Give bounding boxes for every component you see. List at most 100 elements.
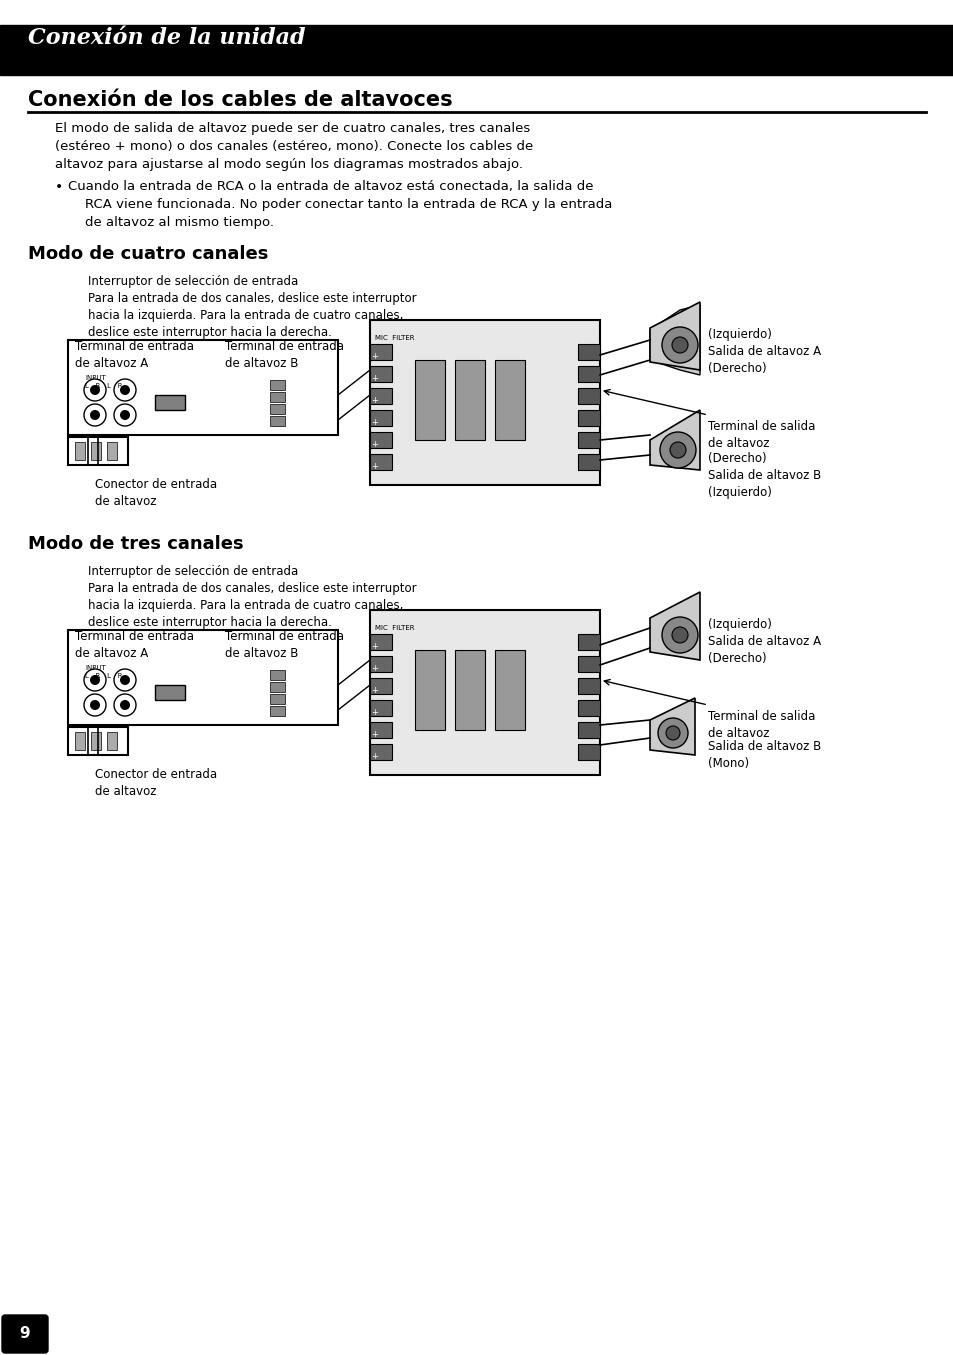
Text: Modo de tres canales: Modo de tres canales [28, 535, 243, 553]
Text: •: • [55, 180, 63, 194]
Bar [578, 388, 599, 404]
Bar [370, 320, 599, 485]
Circle shape [661, 617, 698, 653]
Bar [370, 656, 392, 672]
Text: (Derecho)
Salida de altavoz B
(Izquierdo): (Derecho) Salida de altavoz B (Izquierdo… [707, 453, 821, 499]
Polygon shape [649, 305, 700, 375]
Bar [370, 454, 392, 470]
Polygon shape [649, 592, 700, 660]
Bar [270, 694, 285, 705]
Text: +: + [371, 709, 377, 717]
Text: +: + [371, 686, 377, 695]
Circle shape [120, 411, 130, 420]
Bar [370, 411, 392, 425]
Bar [578, 634, 599, 650]
Bar [68, 630, 337, 725]
Bar [0, 24, 953, 75]
Text: MIC  FILTER: MIC FILTER [375, 335, 414, 341]
Circle shape [90, 411, 100, 420]
Text: 9: 9 [20, 1327, 30, 1341]
Circle shape [661, 327, 698, 363]
Bar [75, 442, 85, 459]
Bar [270, 416, 285, 425]
Circle shape [669, 442, 685, 458]
Text: (Izquierdo)
Salida de altavoz A
(Derecho): (Izquierdo) Salida de altavoz A (Derecho… [707, 328, 821, 375]
Circle shape [658, 718, 687, 748]
Text: Terminal de entrada
de altavoz A: Terminal de entrada de altavoz A [75, 340, 193, 370]
Text: Terminal de entrada
de altavoz B: Terminal de entrada de altavoz B [225, 340, 344, 370]
Bar [578, 432, 599, 449]
Text: L   R   L   R: L R L R [85, 383, 122, 389]
Bar [495, 360, 524, 440]
Circle shape [90, 385, 100, 396]
Text: +: + [371, 730, 377, 738]
Circle shape [120, 675, 130, 686]
Text: Modo de cuatro canales: Modo de cuatro canales [28, 245, 268, 263]
Bar [578, 722, 599, 738]
Bar [270, 706, 285, 715]
Circle shape [665, 726, 679, 740]
Circle shape [90, 675, 100, 686]
Text: +: + [371, 664, 377, 673]
Text: +: + [371, 752, 377, 762]
Bar [578, 454, 599, 470]
Text: Interruptor de selección de entrada
Para la entrada de dos canales, deslice este: Interruptor de selección de entrada Para… [88, 275, 416, 339]
Bar [107, 732, 117, 751]
Text: +: + [371, 374, 377, 383]
Text: INPUT: INPUT [85, 665, 106, 671]
Circle shape [671, 627, 687, 644]
Text: Conexión de la unidad: Conexión de la unidad [28, 27, 305, 49]
Bar [370, 366, 392, 382]
Bar [578, 701, 599, 715]
Circle shape [671, 337, 687, 354]
Bar [370, 432, 392, 449]
Text: El modo de salida de altavoz puede ser de cuatro canales, tres canales
(estéreo : El modo de salida de altavoz puede ser d… [55, 122, 533, 171]
Bar [370, 634, 392, 650]
Text: +: + [371, 642, 377, 650]
Bar [107, 442, 117, 459]
Bar [68, 728, 128, 755]
Circle shape [90, 701, 100, 710]
Text: (Izquierdo)
Salida de altavoz A
(Derecho): (Izquierdo) Salida de altavoz A (Derecho… [707, 618, 821, 665]
Text: INPUT: INPUT [85, 375, 106, 381]
Text: Terminal de entrada
de altavoz A: Terminal de entrada de altavoz A [75, 630, 193, 660]
Bar [578, 411, 599, 425]
Bar [270, 392, 285, 402]
Bar [578, 656, 599, 672]
Bar [495, 650, 524, 730]
Bar [154, 686, 185, 701]
Bar [370, 722, 392, 738]
Polygon shape [649, 698, 695, 755]
Text: Terminal de entrada
de altavoz B: Terminal de entrada de altavoz B [225, 630, 344, 660]
Bar [370, 701, 392, 715]
Circle shape [120, 701, 130, 710]
Polygon shape [649, 411, 700, 470]
Bar [270, 404, 285, 415]
Bar [578, 366, 599, 382]
Text: Conexión de los cables de altavoces: Conexión de los cables de altavoces [28, 89, 452, 110]
Text: Cuando la entrada de RCA o la entrada de altavoz está conectada, la salida de
  : Cuando la entrada de RCA o la entrada de… [68, 180, 612, 229]
Bar [370, 744, 392, 760]
Bar [370, 344, 392, 360]
Text: +: + [371, 352, 377, 360]
Polygon shape [649, 302, 700, 370]
Bar [91, 732, 101, 751]
Bar [68, 340, 337, 435]
Text: Terminal de salida
de altavoz: Terminal de salida de altavoz [707, 420, 815, 450]
Bar [270, 669, 285, 680]
Bar [154, 396, 185, 411]
Text: +: + [371, 462, 377, 472]
Bar [91, 442, 101, 459]
Text: Salida de altavoz B
(Mono): Salida de altavoz B (Mono) [707, 740, 821, 770]
Text: L   R   L   R: L R L R [85, 673, 122, 679]
Text: +: + [371, 396, 377, 405]
Bar [370, 678, 392, 694]
Bar [415, 650, 444, 730]
Bar [370, 388, 392, 404]
Bar [578, 744, 599, 760]
Circle shape [659, 432, 696, 467]
Circle shape [120, 385, 130, 396]
Bar [75, 732, 85, 751]
Bar [415, 360, 444, 440]
Text: MIC  FILTER: MIC FILTER [375, 625, 414, 631]
